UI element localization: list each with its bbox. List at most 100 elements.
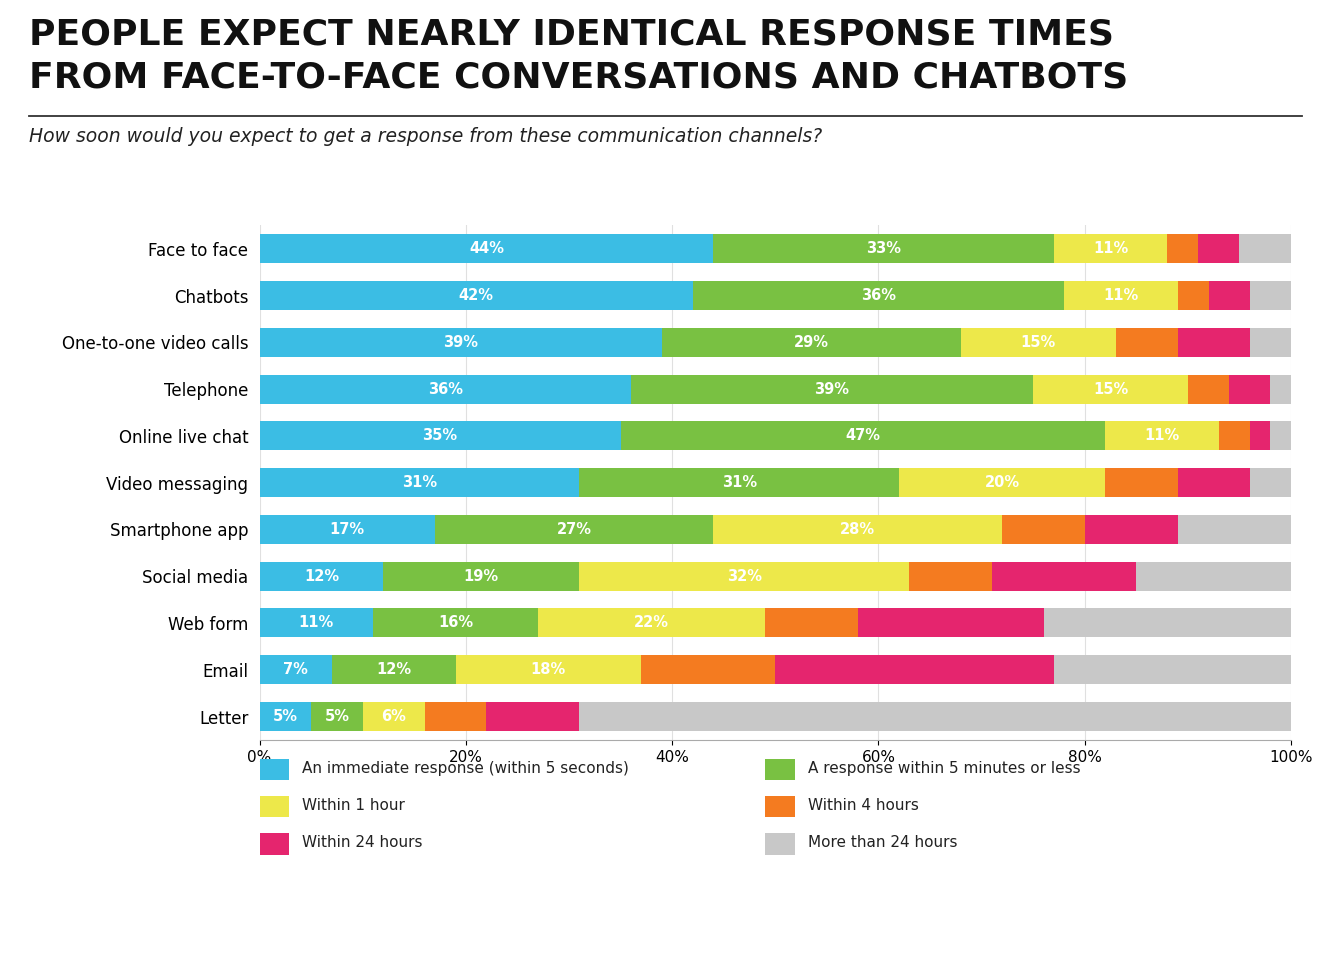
Text: 11%: 11%	[1093, 241, 1129, 257]
Bar	[1230, 374, 1270, 404]
Text: 27%: 27%	[556, 522, 592, 537]
Bar	[1033, 374, 1189, 404]
Text: 20%: 20%	[985, 475, 1020, 490]
Text: 12%: 12%	[377, 662, 411, 677]
Bar	[1219, 421, 1250, 451]
Text: 5%: 5%	[325, 709, 350, 724]
Bar	[642, 656, 775, 684]
Text: How soon would you expect to get a response from these communication channels?: How soon would you expect to get a respo…	[29, 127, 823, 146]
Bar	[260, 374, 631, 404]
Bar	[260, 421, 620, 451]
Bar	[362, 702, 425, 731]
Bar	[909, 562, 992, 591]
Bar	[1167, 234, 1198, 264]
Bar	[260, 234, 713, 264]
Text: 29%: 29%	[793, 335, 829, 350]
Text: 11%: 11%	[298, 615, 334, 630]
Bar	[1105, 421, 1219, 451]
Bar	[1137, 562, 1291, 591]
Text: 11%: 11%	[1145, 428, 1179, 443]
Text: ○ Drift: ○ Drift	[1018, 936, 1086, 954]
Text: 36%: 36%	[861, 288, 896, 303]
Text: 28%: 28%	[840, 522, 876, 537]
Text: PEOPLE EXPECT NEARLY IDENTICAL RESPONSE TIMES: PEOPLE EXPECT NEARLY IDENTICAL RESPONSE …	[29, 18, 1114, 52]
Bar	[260, 562, 383, 591]
Bar	[1250, 281, 1291, 310]
Text: 36%: 36%	[427, 381, 463, 397]
Bar	[1209, 281, 1250, 310]
Bar	[1250, 421, 1270, 451]
Bar	[579, 702, 1291, 731]
Bar	[1178, 328, 1250, 357]
Bar	[1002, 514, 1085, 544]
Bar	[260, 281, 692, 310]
Bar	[455, 656, 642, 684]
Text: 33%: 33%	[866, 241, 901, 257]
Bar	[373, 609, 538, 637]
Text: 16%: 16%	[438, 615, 473, 630]
Text: Within 4 hours: Within 4 hours	[808, 798, 918, 813]
Text: An immediate response (within 5 seconds): An immediate response (within 5 seconds)	[302, 760, 630, 776]
Text: ☀ Audience: ☀ Audience	[1165, 936, 1280, 954]
Bar	[713, 234, 1054, 264]
Bar	[1270, 374, 1291, 404]
Bar	[1044, 609, 1291, 637]
Bar	[311, 702, 363, 731]
Bar	[1178, 514, 1291, 544]
Bar	[487, 702, 579, 731]
Bar	[1250, 328, 1291, 357]
Text: 22%: 22%	[634, 615, 669, 630]
Bar	[579, 562, 909, 591]
Bar	[1105, 468, 1178, 497]
Bar	[260, 468, 579, 497]
Text: 15%: 15%	[1093, 381, 1129, 397]
Text: 18%: 18%	[531, 662, 566, 677]
Text: 15%: 15%	[1021, 335, 1055, 350]
Text: 39%: 39%	[815, 381, 849, 397]
Bar	[260, 328, 662, 357]
Bar	[1054, 234, 1167, 264]
Text: Within 24 hours: Within 24 hours	[302, 835, 423, 851]
Text: 32%: 32%	[727, 568, 761, 584]
Text: 39%: 39%	[443, 335, 478, 350]
Text: Within 1 hour: Within 1 hour	[302, 798, 405, 813]
Bar	[900, 468, 1106, 497]
Text: 31%: 31%	[402, 475, 437, 490]
Bar	[992, 562, 1137, 591]
Text: 7%: 7%	[284, 662, 307, 677]
Bar	[425, 702, 487, 731]
Text: drift.com/state-of-conversational-marketing: drift.com/state-of-conversational-market…	[24, 937, 374, 953]
Text: 6%: 6%	[381, 709, 406, 724]
Bar	[620, 421, 1105, 451]
Text: 31%: 31%	[721, 475, 757, 490]
Bar	[1250, 468, 1291, 497]
Text: More than 24 hours: More than 24 hours	[808, 835, 957, 851]
Bar	[631, 374, 1033, 404]
Bar	[858, 609, 1044, 637]
Text: 11%: 11%	[1103, 288, 1138, 303]
Bar	[1054, 656, 1291, 684]
Text: 17%: 17%	[330, 522, 365, 537]
Text: A response within 5 minutes or less: A response within 5 minutes or less	[808, 760, 1081, 776]
Text: 35%: 35%	[422, 428, 458, 443]
Bar	[260, 702, 311, 731]
Bar	[765, 609, 858, 637]
Bar	[692, 281, 1065, 310]
Bar	[1115, 328, 1178, 357]
Bar	[1270, 421, 1291, 451]
Text: 44%: 44%	[469, 241, 504, 257]
Bar	[1085, 514, 1178, 544]
Bar	[1239, 234, 1291, 264]
Bar	[579, 468, 900, 497]
Bar	[435, 514, 713, 544]
Bar	[713, 514, 1002, 544]
Bar	[1189, 374, 1230, 404]
Bar	[538, 609, 765, 637]
Text: 42%: 42%	[459, 288, 494, 303]
Bar	[1178, 281, 1209, 310]
Text: 12%: 12%	[303, 568, 339, 584]
Bar	[260, 609, 373, 637]
Text: 47%: 47%	[845, 428, 881, 443]
Text: 19%: 19%	[463, 568, 499, 584]
Bar	[331, 656, 455, 684]
